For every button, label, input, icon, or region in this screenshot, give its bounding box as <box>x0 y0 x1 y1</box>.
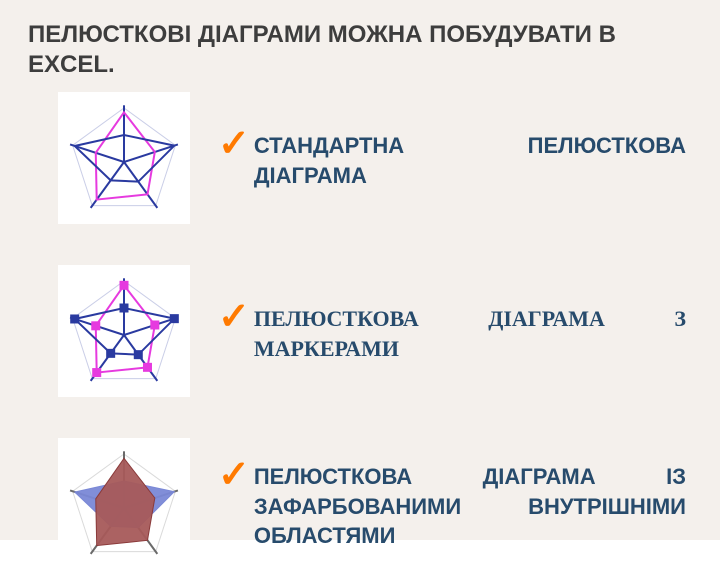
item-text: ✓ ПЕЛЮСТКОВА ДІАГРАМА З МАРКЕРАМИ <box>218 304 692 363</box>
radar-chart-standard <box>58 92 190 229</box>
checkmark-icon: ✓ <box>218 300 250 334</box>
item-text: ✓ СТАНДАРТНА ПЕЛЮСТКОВА ДІАГРАМА <box>218 131 692 190</box>
slide-title: ПЕЛЮСТКОВІ ДІАГРАМИ МОЖНА ПОБУДУВАТИ В E… <box>28 20 692 80</box>
radar-chart-filled <box>58 438 190 575</box>
checkmark-icon: ✓ <box>218 127 250 161</box>
radar-chart-markers <box>58 265 190 402</box>
item-label: СТАНДАРТНА ПЕЛЮСТКОВА ДІАГРАМА <box>254 131 686 190</box>
item-row: ✓ ПЕЛЮСТКОВА ДІАГРАМА З МАРКЕРАМИ <box>28 265 692 402</box>
slide: ПЕЛЮСТКОВІ ДІАГРАМИ МОЖНА ПОБУДУВАТИ В E… <box>0 0 720 540</box>
item-text: ✓ ПЕЛЮСТКОВА ДІАГРАМА ІЗ ЗАФАРБОВАНИМИ В… <box>218 462 692 551</box>
item-label: ПЕЛЮСТКОВА ДІАГРАМА ІЗ ЗАФАРБОВАНИМИ ВНУ… <box>254 462 686 551</box>
item-label: ПЕЛЮСТКОВА ДІАГРАМА З МАРКЕРАМИ <box>254 304 686 363</box>
items-container: ✓ СТАНДАРТНА ПЕЛЮСТКОВА ДІАГРАМА ✓ ПЕЛЮС… <box>28 92 692 575</box>
item-row: ✓ ПЕЛЮСТКОВА ДІАГРАМА ІЗ ЗАФАРБОВАНИМИ В… <box>28 438 692 575</box>
checkmark-icon: ✓ <box>218 458 250 492</box>
item-row: ✓ СТАНДАРТНА ПЕЛЮСТКОВА ДІАГРАМА <box>28 92 692 229</box>
